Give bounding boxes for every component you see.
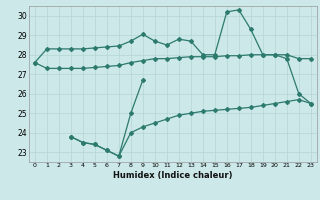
X-axis label: Humidex (Indice chaleur): Humidex (Indice chaleur) [113,171,233,180]
